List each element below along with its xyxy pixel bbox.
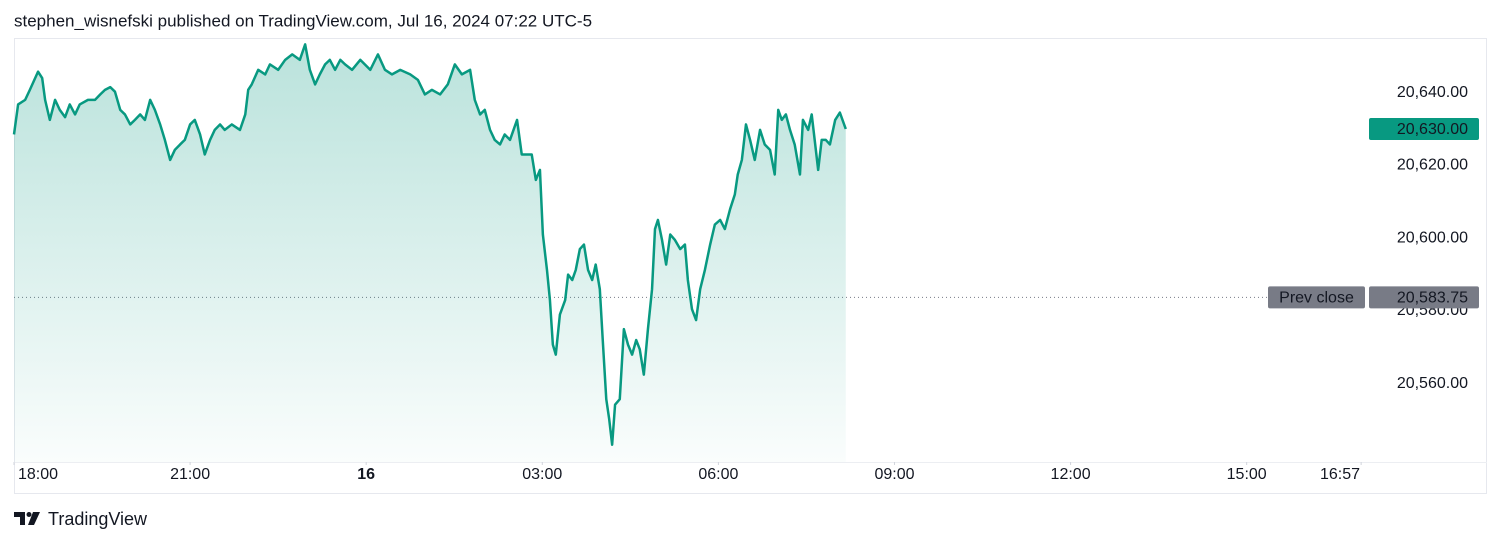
- header-text: stephen_wisnefski published on TradingVi…: [14, 11, 592, 30]
- x-tick-label: 12:00: [1051, 466, 1091, 483]
- prev-close-value-box: [1369, 286, 1479, 309]
- y-tick-label: 20,640.00: [1397, 84, 1468, 101]
- x-tick-label: 18:00: [18, 466, 58, 483]
- x-tick-label: 16:57: [1320, 466, 1360, 483]
- x-tick-label: 15:00: [1227, 466, 1267, 483]
- brand-logo: [14, 512, 40, 525]
- last-price-label: 20,630.00: [1397, 121, 1468, 138]
- y-tick-label: 20,560.00: [1397, 375, 1468, 392]
- prev-close-value: 20,583.75: [1397, 290, 1468, 307]
- prev-close-name: Prev close: [1279, 290, 1354, 307]
- x-tick-label: 03:00: [522, 466, 562, 483]
- area-fill: [14, 44, 846, 463]
- y-tick-label: 20,620.00: [1397, 157, 1468, 174]
- prev-close-name-box: [1268, 286, 1365, 309]
- x-tick-label: 21:00: [170, 466, 210, 483]
- price-line: [12, 43, 847, 446]
- x-tick-label: 09:00: [874, 466, 914, 483]
- brand-name: TradingView: [48, 509, 148, 529]
- y-tick-label: 20,600.00: [1397, 229, 1468, 246]
- x-tick-label: 16: [357, 466, 375, 483]
- last-price-box: [1369, 117, 1479, 140]
- x-tick-label: 06:00: [698, 466, 738, 483]
